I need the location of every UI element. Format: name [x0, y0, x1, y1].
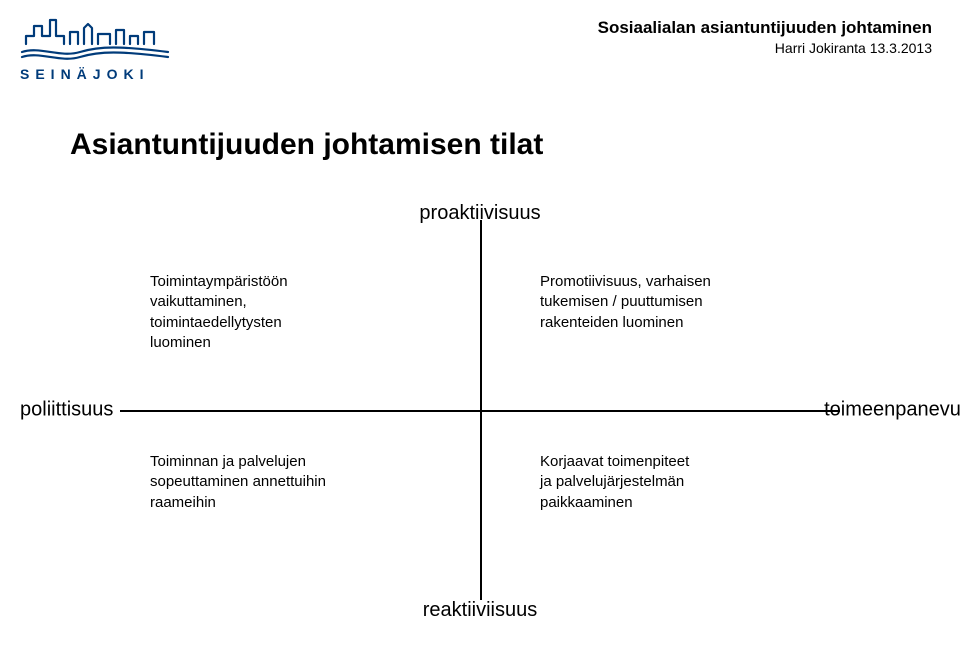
q-tl-line3: toimintaedellytysten	[150, 313, 410, 333]
quadrant-top-left: Toimintaympäristöön vaikuttaminen, toimi…	[150, 272, 410, 353]
slide-header: Sosiaalialan asiantuntijuuden johtaminen…	[598, 18, 932, 56]
q-tl-line4: luominen	[150, 333, 410, 353]
q-br-line3: paikkaaminen	[540, 493, 800, 513]
axis-label-right: toimeenpanevuus	[824, 399, 960, 422]
quadrant-bottom-left: Toiminnan ja palvelujen sopeuttaminen an…	[150, 452, 410, 513]
q-br-line2: ja palvelujärjestelmän	[540, 472, 800, 492]
slide-title: Asiantuntijuuden johtamisen tilat	[70, 128, 543, 162]
axis-label-top: proaktiivisuus	[419, 202, 540, 225]
q-tl-line2: vaikuttaminen,	[150, 292, 410, 312]
axis-label-bottom: reaktiiviisuus	[423, 599, 537, 622]
logo: SEINÄJOKI	[20, 14, 170, 82]
header-title: Sosiaalialan asiantuntijuuden johtaminen	[598, 18, 932, 38]
logo-text: SEINÄJOKI	[20, 66, 170, 82]
q-tl-line1: Toimintaympäristöön	[150, 272, 410, 292]
quadrant-top-right: Promotiivisuus, varhaisen tukemisen / pu…	[540, 272, 800, 333]
logo-skyline-icon	[20, 14, 170, 60]
axis-vertical	[480, 220, 482, 600]
quadrant-diagram: proaktiivisuus reaktiiviisuus poliittisu…	[120, 220, 840, 600]
q-bl-line2: sopeuttaminen annettuihin	[150, 472, 410, 492]
q-tr-line1: Promotiivisuus, varhaisen	[540, 272, 800, 292]
q-br-line1: Korjaavat toimenpiteet	[540, 452, 800, 472]
header-subtitle: Harri Jokiranta 13.3.2013	[598, 40, 932, 56]
q-bl-line3: raameihin	[150, 493, 410, 513]
q-tr-line2: tukemisen / puuttumisen	[540, 292, 800, 312]
q-tr-line3: rakenteiden luominen	[540, 313, 800, 333]
quadrant-bottom-right: Korjaavat toimenpiteet ja palvelujärjest…	[540, 452, 800, 513]
q-bl-line1: Toiminnan ja palvelujen	[150, 452, 410, 472]
axis-label-left: poliittisuus	[20, 399, 113, 422]
